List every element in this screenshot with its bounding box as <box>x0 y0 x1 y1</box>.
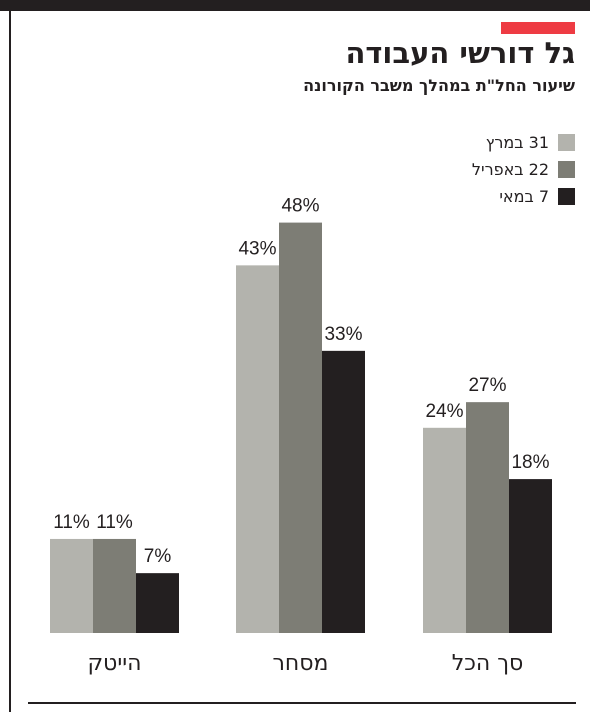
top-rule <box>0 0 590 11</box>
legend-item-march: 31 במרץ <box>472 129 575 156</box>
bar-total-april <box>466 402 509 633</box>
data-label-total-march: 24% <box>425 401 463 422</box>
bar-hitech-may <box>136 573 179 633</box>
data-label-commerce-march: 43% <box>238 238 276 259</box>
data-label-commerce-april: 48% <box>281 196 319 217</box>
bar-hitech-april <box>93 538 136 633</box>
category-label-total: סך הכל <box>452 651 524 676</box>
bar-total-march <box>423 427 466 633</box>
chart-title: גל דורשי העבודה <box>345 36 575 70</box>
legend-swatch-may <box>558 188 575 205</box>
bar-commerce-may <box>322 350 365 633</box>
legend-label-may: 7 במאי <box>499 187 549 206</box>
legend-item-april: 22 באפריל <box>472 156 575 183</box>
bar-total-may <box>509 479 552 633</box>
data-label-hitech-may: 7% <box>144 546 172 567</box>
data-label-hitech-march: 11% <box>53 512 90 533</box>
bar-hitech-march <box>50 538 93 633</box>
data-label-total-april: 27% <box>468 375 506 396</box>
data-label-hitech-april: 11% <box>96 512 133 533</box>
bar-commerce-april <box>279 222 322 633</box>
accent-bar <box>501 22 575 34</box>
legend: 31 במרץ 22 באפריל 7 במאי <box>472 129 575 210</box>
bottom-rule <box>28 702 576 704</box>
legend-label-april: 22 באפריל <box>471 160 549 179</box>
chart-subtitle: שיעור החל"ת במהלך משבר הקורונה <box>303 76 575 95</box>
category-label-hitech: הייטק <box>87 651 141 676</box>
data-label-commerce-may: 33% <box>324 324 362 345</box>
category-label-commerce: מסחר <box>272 651 328 676</box>
bar-commerce-march <box>236 265 279 633</box>
legend-label-march: 31 במרץ <box>485 133 549 152</box>
legend-item-may: 7 במאי <box>472 183 575 210</box>
legend-swatch-april <box>558 161 575 178</box>
left-rule <box>9 11 11 712</box>
legend-swatch-march <box>558 134 575 151</box>
data-label-total-may: 18% <box>511 452 549 473</box>
